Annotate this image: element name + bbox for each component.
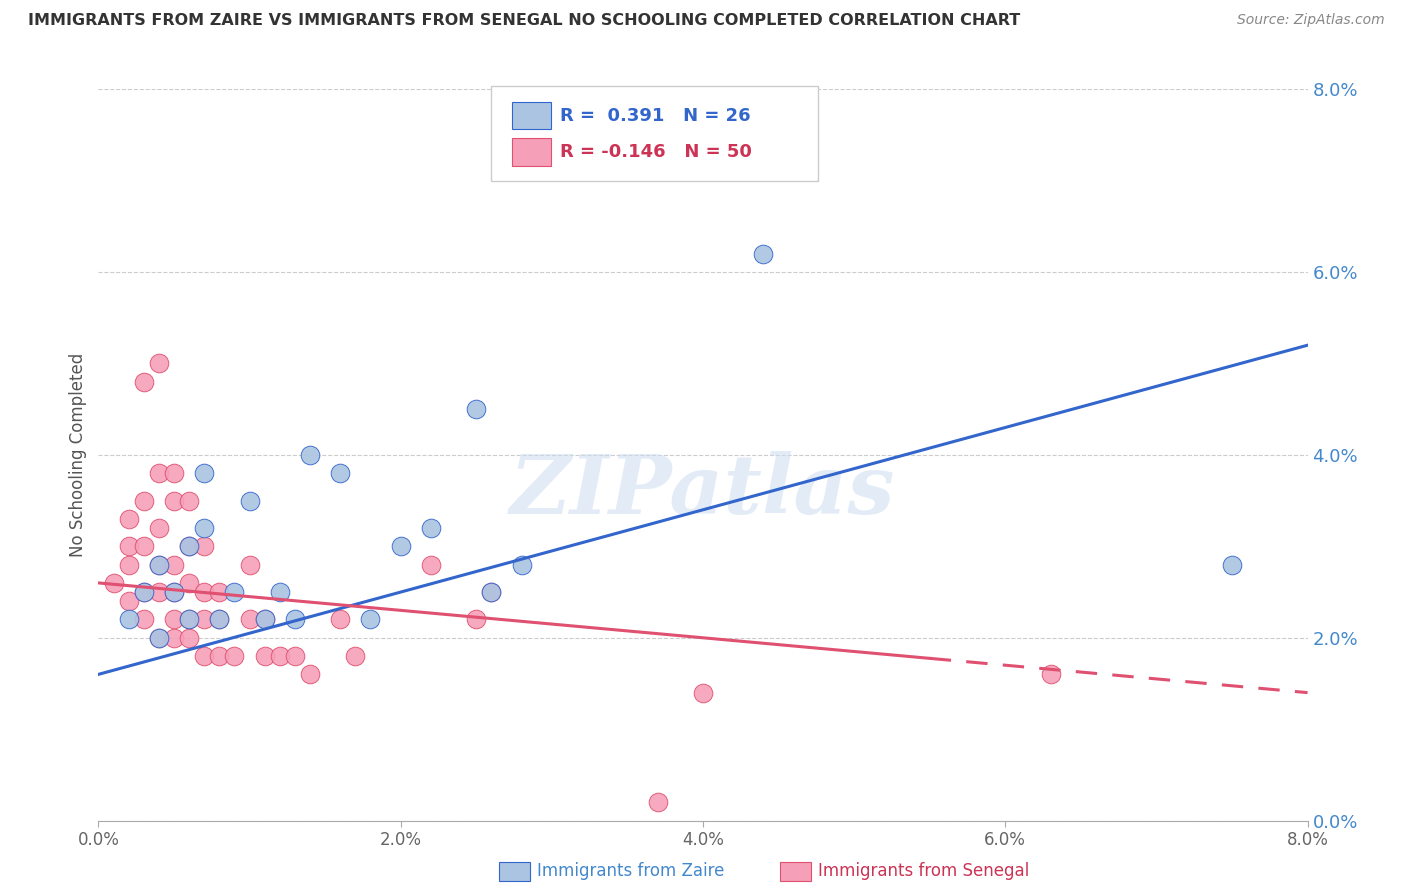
Point	[132, 493, 155, 508]
Point	[208, 613, 231, 627]
Point	[239, 558, 262, 572]
Text: Immigrants from Senegal: Immigrants from Senegal	[818, 863, 1029, 880]
Point	[208, 613, 231, 627]
Point	[253, 649, 276, 664]
Point	[299, 448, 322, 462]
Point	[299, 667, 322, 681]
Point	[163, 613, 186, 627]
Y-axis label: No Schooling Completed: No Schooling Completed	[69, 353, 87, 557]
Point	[1039, 667, 1062, 681]
Point	[193, 649, 215, 664]
Point	[118, 558, 141, 572]
Point	[284, 649, 307, 664]
Point	[389, 539, 412, 553]
Point	[163, 558, 186, 572]
Point	[239, 613, 262, 627]
Point	[132, 585, 155, 599]
Point	[163, 493, 186, 508]
Point	[148, 521, 170, 535]
Point	[118, 613, 141, 627]
Point	[148, 558, 170, 572]
Point	[253, 613, 276, 627]
Point	[193, 613, 215, 627]
Point	[132, 613, 155, 627]
Bar	[512, 138, 551, 166]
Point	[269, 585, 291, 599]
Point	[465, 402, 488, 417]
Point	[118, 594, 141, 608]
Point	[647, 146, 669, 161]
Point	[193, 521, 215, 535]
Point	[179, 631, 201, 645]
Point	[360, 613, 382, 627]
Point	[329, 466, 352, 480]
Text: Immigrants from Zaire: Immigrants from Zaire	[537, 863, 724, 880]
Point	[647, 796, 669, 810]
Point	[179, 493, 201, 508]
Point	[118, 512, 141, 526]
Point	[481, 585, 503, 599]
Point	[148, 356, 170, 371]
Point	[179, 613, 201, 627]
Point	[420, 521, 443, 535]
Point	[179, 576, 201, 591]
Point	[148, 631, 170, 645]
Point	[253, 613, 276, 627]
Point	[510, 558, 533, 572]
Point	[193, 539, 215, 553]
Point	[208, 585, 231, 599]
Point	[179, 539, 201, 553]
Text: R =  0.391   N = 26: R = 0.391 N = 26	[561, 106, 751, 125]
Point	[148, 558, 170, 572]
Point	[269, 649, 291, 664]
Point	[1220, 558, 1243, 572]
Point	[193, 466, 215, 480]
Point	[132, 585, 155, 599]
Point	[329, 613, 352, 627]
Text: Source: ZipAtlas.com: Source: ZipAtlas.com	[1237, 13, 1385, 28]
Point	[465, 613, 488, 627]
Point	[163, 466, 186, 480]
Text: IMMIGRANTS FROM ZAIRE VS IMMIGRANTS FROM SENEGAL NO SCHOOLING COMPLETED CORRELAT: IMMIGRANTS FROM ZAIRE VS IMMIGRANTS FROM…	[28, 13, 1021, 29]
Point	[163, 585, 186, 599]
Point	[148, 466, 170, 480]
Point	[239, 493, 262, 508]
Point	[692, 685, 714, 699]
FancyBboxPatch shape	[492, 86, 818, 180]
Point	[208, 649, 231, 664]
Point	[163, 585, 186, 599]
Point	[179, 539, 201, 553]
Point	[132, 375, 155, 389]
Point	[284, 613, 307, 627]
Point	[752, 246, 775, 260]
Point	[148, 631, 170, 645]
Point	[344, 649, 367, 664]
Point	[103, 576, 125, 591]
Point	[163, 631, 186, 645]
Text: ZIPatlas: ZIPatlas	[510, 451, 896, 532]
Point	[224, 585, 246, 599]
Bar	[512, 102, 551, 129]
Point	[132, 539, 155, 553]
Point	[481, 585, 503, 599]
Point	[224, 649, 246, 664]
Point	[118, 539, 141, 553]
Point	[420, 558, 443, 572]
Point	[148, 585, 170, 599]
Point	[179, 613, 201, 627]
Point	[193, 585, 215, 599]
Text: R = -0.146   N = 50: R = -0.146 N = 50	[561, 143, 752, 161]
